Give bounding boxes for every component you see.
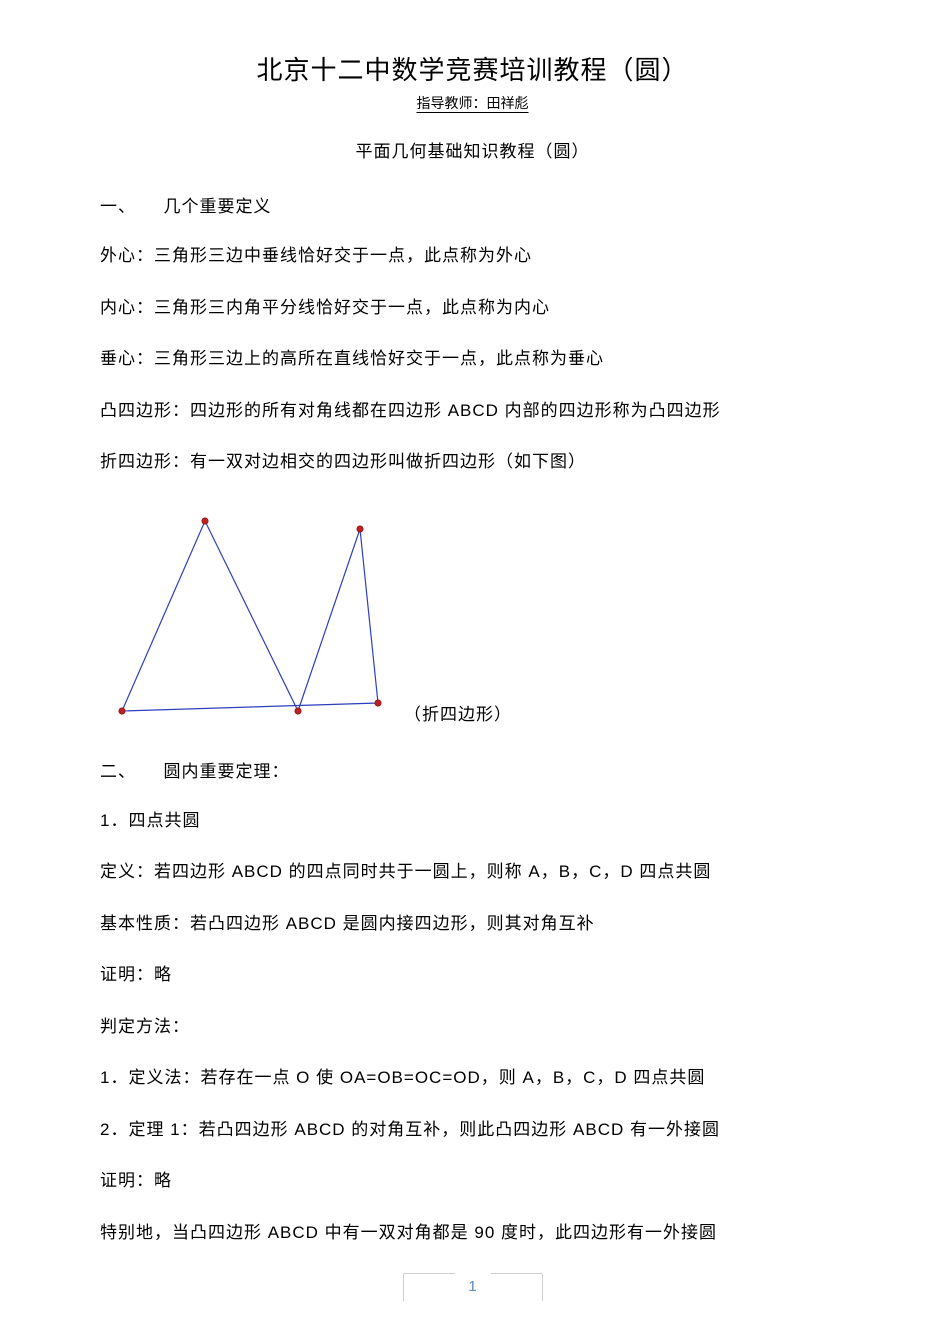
- para-special-case: 特别地，当凸四边形 ABCD 中有一双对角都是 90 度时，此四边形有一外接圆: [100, 1220, 845, 1246]
- diagram-caption: （折四边形）: [404, 700, 512, 725]
- para-method-2: 2．定理 1：若凸四边形 ABCD 的对角互补，则此凸四边形 ABCD 有一外接…: [100, 1117, 845, 1143]
- para-inner-center: 内心：三角形三内角平分线恰好交于一点，此点称为内心: [100, 295, 845, 321]
- page-footer: 1: [0, 1273, 945, 1301]
- diagram-row: （折四边形）: [100, 501, 845, 731]
- footer-bracket-left: [403, 1273, 455, 1301]
- para-judgement-methods: 判定方法：: [100, 1014, 845, 1040]
- footer-bracket-right: [491, 1273, 543, 1301]
- section-title: 平面几何基础知识教程（圆）: [100, 137, 845, 162]
- para-method-1: 1．定义法：若存在一点 O 使 OA=OB=OC=OD，则 A，B，C，D 四点…: [100, 1065, 845, 1091]
- heading-circle-theorems: 二、 圆内重要定理：: [100, 757, 845, 782]
- page-number: 1: [455, 1278, 491, 1297]
- folded-quadrilateral-diagram: [100, 501, 400, 731]
- para-topic-concyclic: 1．四点共圆: [100, 808, 845, 834]
- para-folded-quadrilateral: 折四边形：有一双对边相交的四边形叫做折四边形（如下图）: [100, 449, 845, 475]
- instructor-line: 指导教师：田祥彪: [100, 93, 845, 113]
- para-basic-property: 基本性质：若凸四边形 ABCD 是圆内接四边形，则其对角互补: [100, 911, 845, 937]
- heading-definitions: 一、 几个重要定义: [100, 192, 845, 217]
- para-orthocenter: 垂心：三角形三边上的高所在直线恰好交于一点，此点称为垂心: [100, 346, 845, 372]
- document-title: 北京十二中数学竞赛培训教程（圆）: [100, 50, 845, 87]
- para-concyclic-definition: 定义：若四边形 ABCD 的四点同时共于一圆上，则称 A，B，C，D 四点共圆: [100, 859, 845, 885]
- para-proof-omitted-2: 证明：略: [100, 1168, 845, 1194]
- para-outer-center: 外心：三角形三边中垂线恰好交于一点，此点称为外心: [100, 243, 845, 269]
- para-convex-quadrilateral: 凸四边形：四边形的所有对角线都在四边形 ABCD 内部的四边形称为凸四边形: [100, 398, 845, 424]
- para-proof-omitted-1: 证明：略: [100, 962, 845, 988]
